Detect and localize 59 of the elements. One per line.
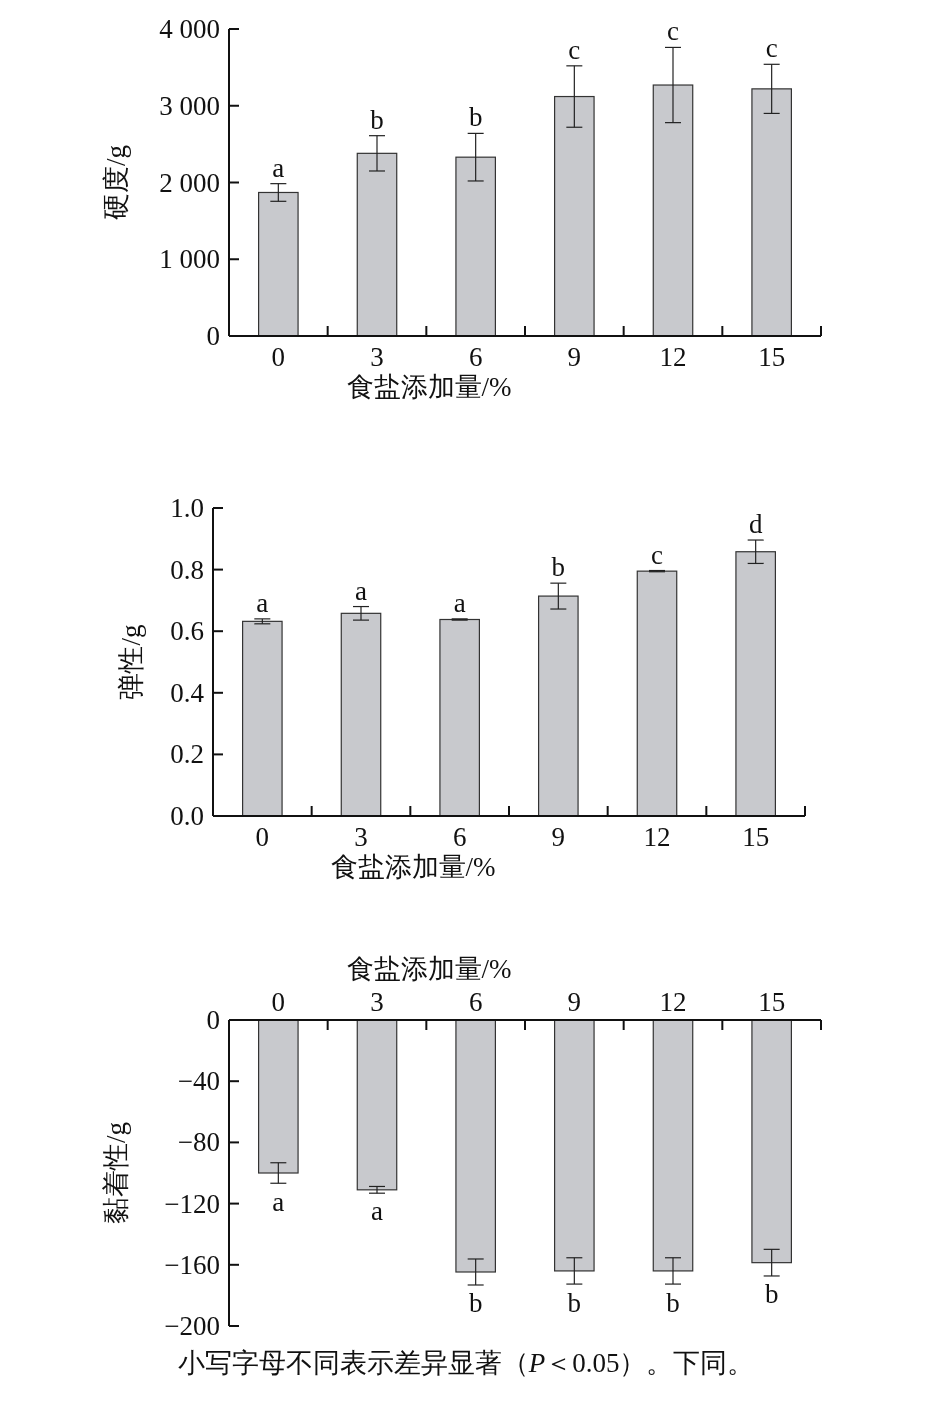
x-tick-label: 12: [659, 987, 687, 1017]
x-tick-label: 0: [255, 822, 270, 852]
annotation: c: [765, 33, 778, 64]
annotation: a: [256, 587, 269, 618]
y-tick-label: 4 000: [159, 14, 220, 44]
annotation: a: [453, 587, 466, 618]
y-tick-label: 0.0: [170, 801, 204, 831]
y-axis-title: 硬度/g: [101, 144, 131, 221]
annotation: b: [468, 102, 483, 133]
y-tick-label: −40: [177, 1066, 220, 1097]
x-tick-label: 3: [370, 987, 384, 1017]
x-tick-label: 12: [659, 342, 687, 372]
x-axis-title: 食盐添加量/%: [346, 954, 512, 984]
x-tick-label: 6: [468, 342, 483, 372]
y-tick-label: −120: [164, 1188, 220, 1219]
y-tick-label: 2 000: [159, 167, 220, 198]
x-tick-label: 3: [370, 342, 384, 372]
annotation: b: [468, 1287, 483, 1318]
annotation: c: [568, 34, 581, 65]
x-tick-label: 0: [271, 342, 286, 372]
annotation: c: [651, 539, 664, 570]
y-tick-label: 0.2: [170, 739, 204, 770]
annotation: b: [370, 104, 384, 135]
y-tick-label: 3 000: [159, 90, 220, 121]
annotation: a: [272, 152, 285, 183]
y-tick-label: 1.0: [170, 493, 204, 523]
y-tick-label: 0: [206, 321, 220, 351]
x-axis-title: 食盐添加量/%: [346, 372, 512, 402]
y-tick-label: 0.4: [170, 677, 205, 708]
x-tick-label: 9: [551, 822, 566, 852]
annotation: b: [764, 1278, 779, 1309]
x-tick-label: 3: [354, 822, 368, 852]
y-tick-label: −200: [164, 1311, 220, 1341]
y-tick-label: 0.6: [170, 616, 204, 647]
x-tick-label: 12: [643, 822, 671, 852]
annotation: b: [666, 1287, 680, 1318]
annotation: a: [355, 575, 368, 606]
x-tick-label: 15: [742, 822, 770, 852]
annotation: a: [371, 1195, 384, 1226]
y-tick-label: −80: [177, 1127, 220, 1158]
annotation: b: [551, 552, 566, 583]
text: 小写字母不同表示差异显著（P＜0.05）。下同。: [177, 1348, 755, 1378]
y-axis-title: 黏着性/g: [101, 1121, 131, 1225]
annotation: a: [272, 1186, 285, 1217]
x-tick-label: 0: [271, 987, 286, 1017]
annotation: b: [567, 1287, 582, 1318]
y-tick-label: 0.8: [170, 554, 204, 585]
x-tick-label: 9: [567, 342, 582, 372]
x-tick-label: 9: [567, 987, 582, 1017]
x-tick-label: 6: [468, 987, 483, 1017]
y-tick-label: −160: [164, 1249, 220, 1280]
annotation: d: [748, 509, 763, 540]
x-tick-label: 15: [758, 342, 786, 372]
x-axis-title: 食盐添加量/%: [330, 852, 496, 882]
x-tick-label: 15: [758, 987, 786, 1017]
y-axis-title: 弹性/g: [116, 624, 146, 700]
x-tick-label: 6: [452, 822, 467, 852]
y-tick-label: 1 000: [159, 244, 220, 275]
annotation: c: [667, 16, 680, 47]
